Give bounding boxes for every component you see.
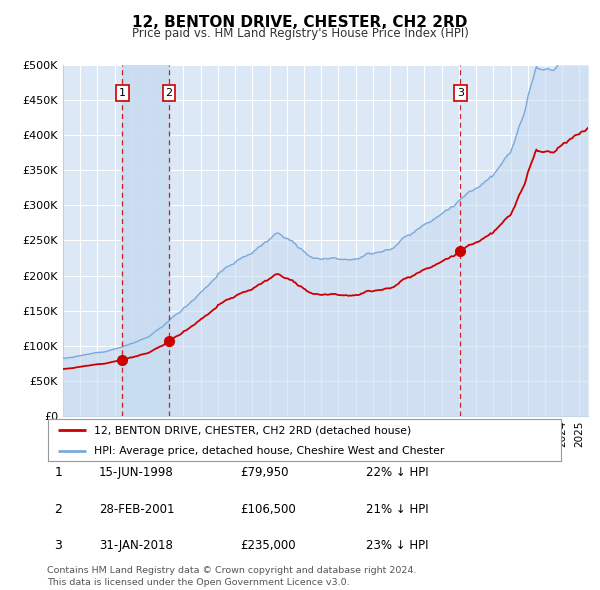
Text: £235,000: £235,000 (240, 539, 296, 552)
Text: 1: 1 (54, 466, 62, 479)
Text: 3: 3 (54, 539, 62, 552)
Text: Price paid vs. HM Land Registry's House Price Index (HPI): Price paid vs. HM Land Registry's House … (131, 27, 469, 40)
Text: 31-JAN-2018: 31-JAN-2018 (99, 539, 173, 552)
Text: Contains HM Land Registry data © Crown copyright and database right 2024.
This d: Contains HM Land Registry data © Crown c… (47, 566, 416, 587)
Text: 1: 1 (119, 88, 126, 98)
Text: 28-FEB-2001: 28-FEB-2001 (99, 503, 175, 516)
Text: 15-JUN-1998: 15-JUN-1998 (99, 466, 174, 479)
Text: £106,500: £106,500 (240, 503, 296, 516)
Text: 2: 2 (166, 88, 173, 98)
Text: HPI: Average price, detached house, Cheshire West and Chester: HPI: Average price, detached house, Ches… (94, 446, 445, 455)
Bar (122, 65, 169, 416)
Text: 21% ↓ HPI: 21% ↓ HPI (366, 503, 428, 516)
Text: 2: 2 (54, 503, 62, 516)
Text: 3: 3 (457, 88, 464, 98)
Text: 12, BENTON DRIVE, CHESTER, CH2 2RD: 12, BENTON DRIVE, CHESTER, CH2 2RD (133, 15, 467, 30)
Text: 23% ↓ HPI: 23% ↓ HPI (366, 539, 428, 552)
Text: 12, BENTON DRIVE, CHESTER, CH2 2RD (detached house): 12, BENTON DRIVE, CHESTER, CH2 2RD (deta… (94, 425, 412, 435)
Text: 22% ↓ HPI: 22% ↓ HPI (366, 466, 428, 479)
Text: £79,950: £79,950 (240, 466, 289, 479)
